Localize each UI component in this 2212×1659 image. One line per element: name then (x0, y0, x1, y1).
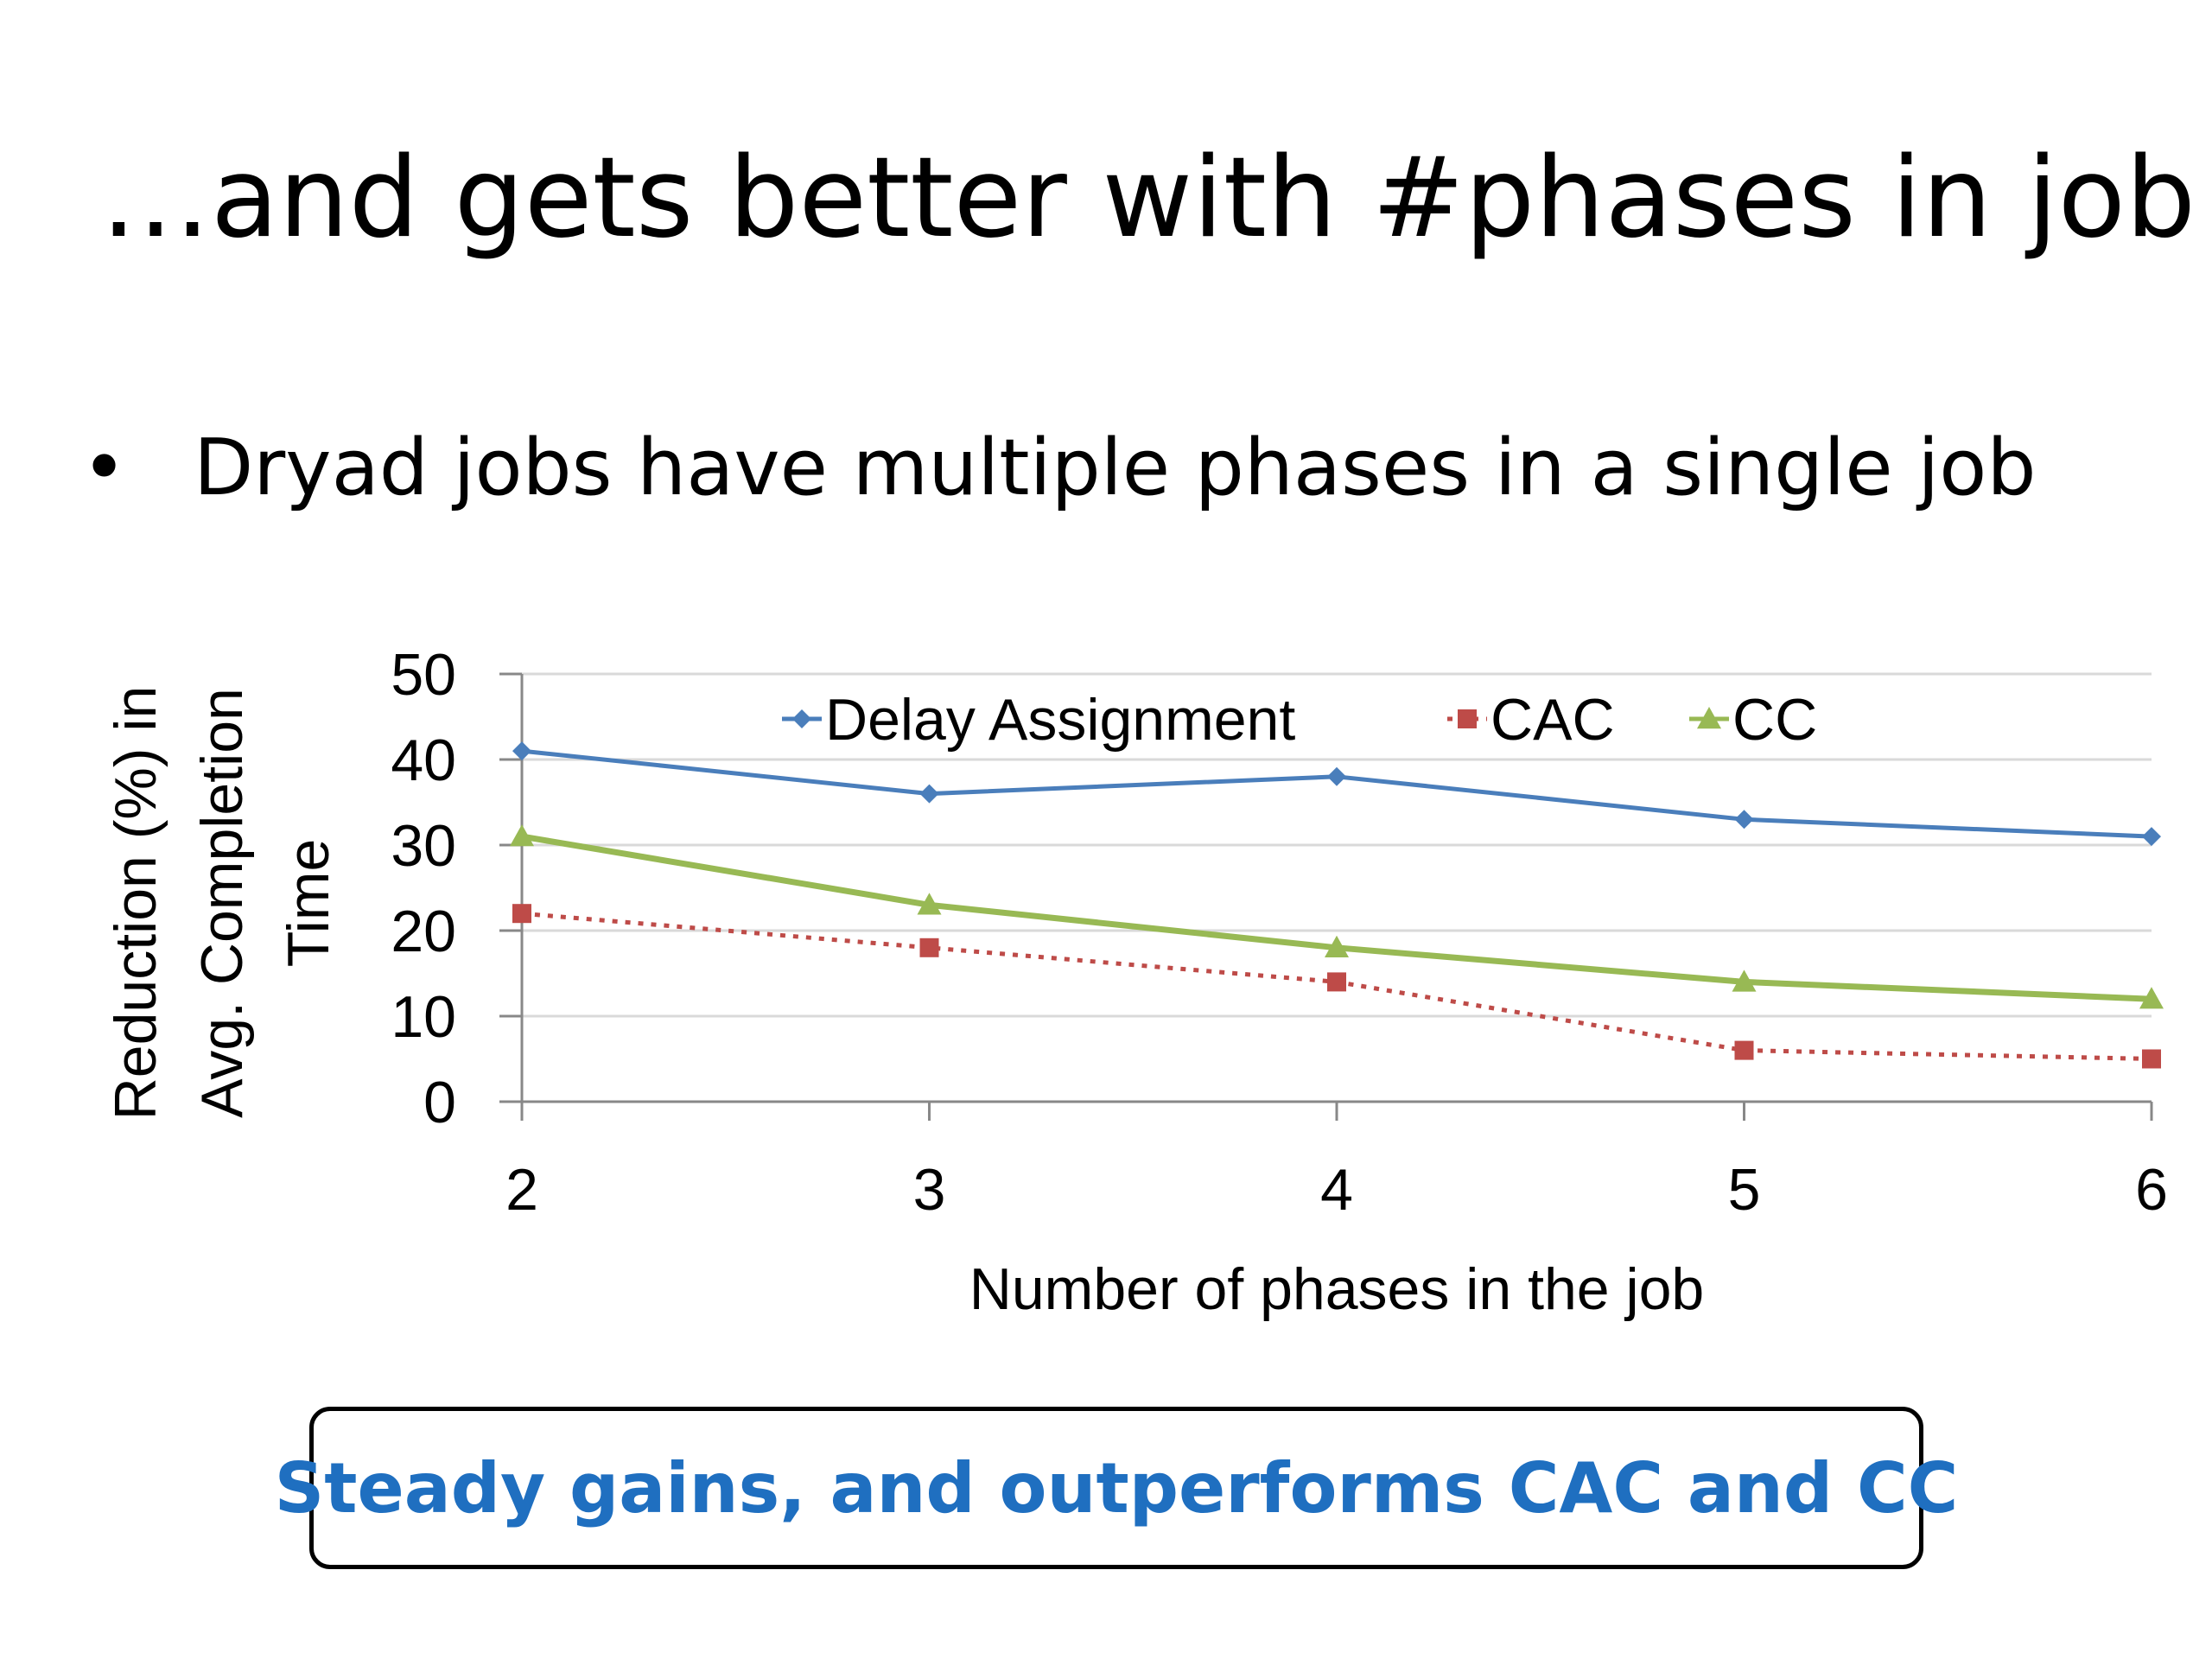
bullet-symbol: • (81, 423, 128, 513)
legend-marker-delay-assignment (792, 709, 811, 728)
data-point-delay-assignment (919, 784, 939, 804)
y-axis-title-line: Time (276, 839, 341, 968)
x-axis-title: Number of phases in the job (969, 1256, 1705, 1322)
data-point-delay-assignment (1327, 766, 1346, 786)
callout-text: Steady gains, and outperforms CAC and CC (274, 1447, 1959, 1529)
legend-marker-cac (1458, 709, 1477, 728)
data-point-cc (510, 824, 534, 847)
data-point-cc (917, 893, 942, 915)
data-point-cac (2142, 1049, 2161, 1069)
y-tick-label: 40 (391, 728, 456, 793)
x-tick-label: 5 (1728, 1157, 1761, 1223)
legend-marker-cc (1697, 707, 1721, 729)
legend: Delay Assignment CAC CC (782, 687, 1817, 753)
data-point-cc (2139, 987, 2164, 1009)
x-tick-label: 4 (1320, 1157, 1353, 1223)
y-tick-label: 20 (391, 899, 456, 964)
data-point-cac (1327, 972, 1346, 992)
legend-label-cac: CAC (1491, 687, 1615, 753)
slide-title: …and gets better with #phases in job (100, 134, 2196, 263)
bullet-point: • Dryad jobs have multiple phases in a si… (81, 422, 2036, 515)
x-tick-label: 3 (913, 1157, 946, 1223)
data-point-cac (512, 904, 531, 924)
y-tick-label: 0 (423, 1070, 456, 1135)
y-axis-title: Reduction (%) in Avg. Completion Time (103, 686, 341, 1121)
data-point-delay-assignment (512, 741, 531, 761)
data-point-cac (1734, 1040, 1754, 1060)
y-tick-label: 50 (391, 642, 456, 708)
legend-label-delay-assignment: Delay Assignment (825, 687, 1295, 753)
series-line-delay-assignment (521, 748, 2152, 839)
y-tick-label: 10 (391, 984, 456, 1050)
data-point-cc (1325, 935, 1349, 957)
bullet-text: Dryad jobs have multiple phases in a sin… (194, 423, 2037, 513)
y-axis-title-line: Avg. Completion (189, 688, 255, 1118)
y-tick-label: 30 (391, 813, 456, 879)
data-point-cc (1732, 969, 1757, 992)
data-point-delay-assignment (1734, 810, 1754, 830)
y-axis-title-line: Reduction (%) in (103, 686, 168, 1121)
x-tick-label: 2 (505, 1157, 538, 1223)
x-tick-label: 6 (2135, 1157, 2168, 1223)
data-point-delay-assignment (2142, 827, 2161, 847)
callout-box: Steady gains, and outperforms CAC and CC (275, 1407, 1958, 1569)
data-point-cac (919, 938, 939, 957)
legend-label-cc: CC (1732, 687, 1817, 753)
